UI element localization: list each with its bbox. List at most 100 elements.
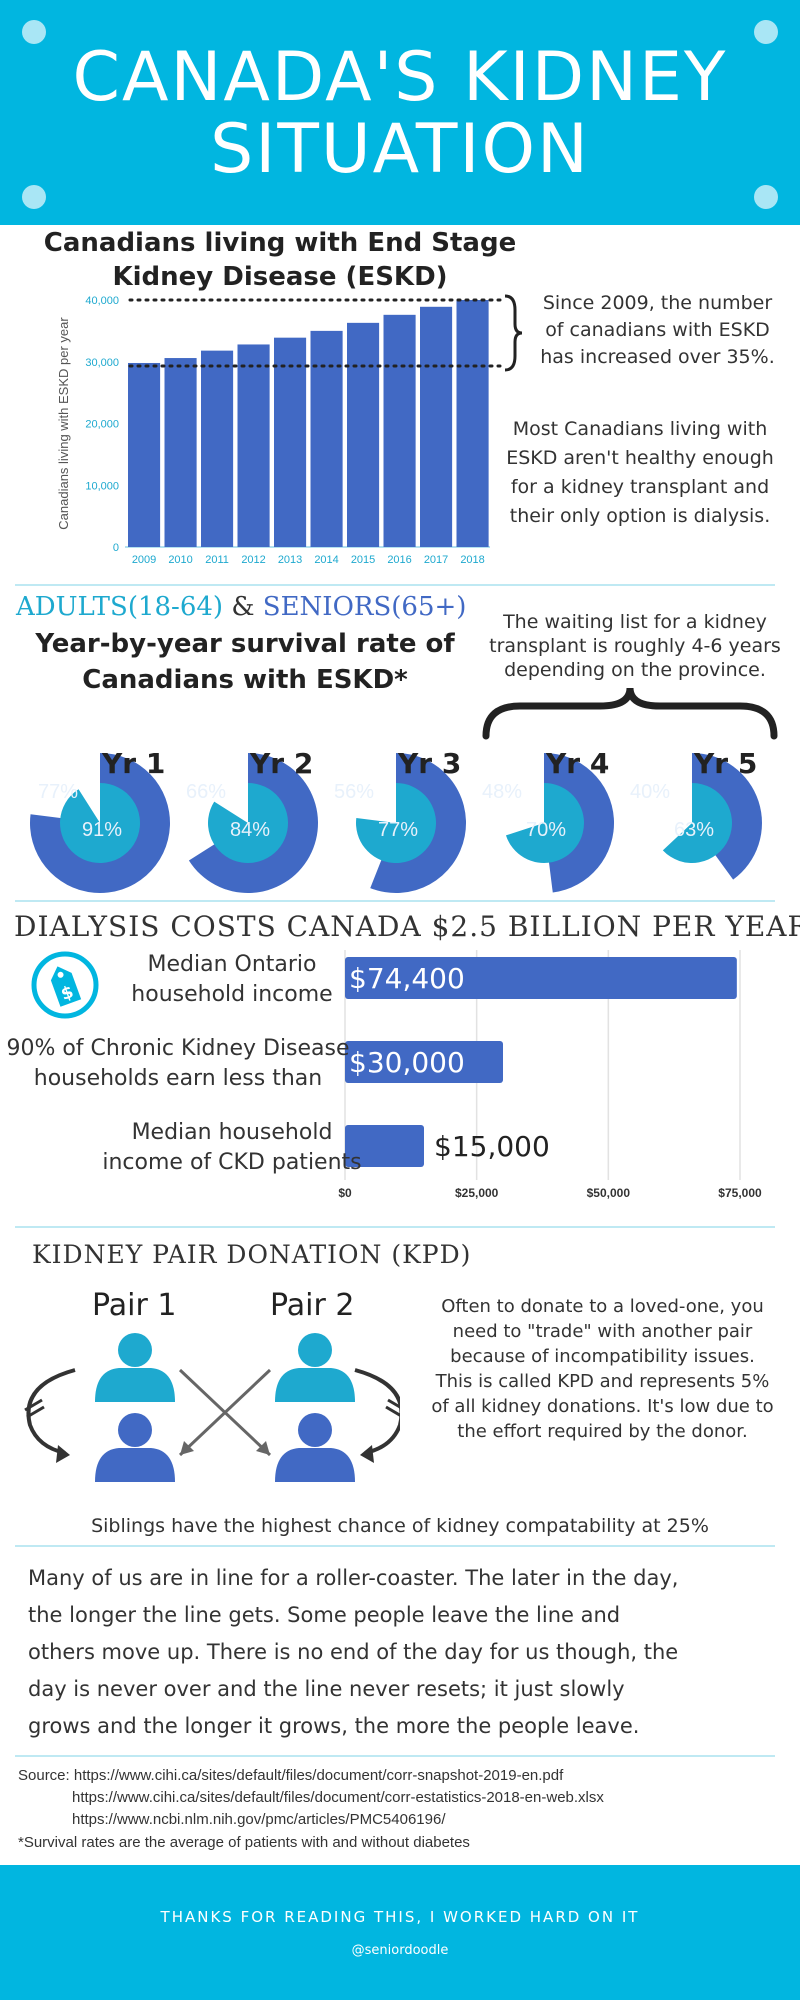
survival-pie-charts: Yr 177%91%Yr 266%84%Yr 356%77%Yr 448%70%…: [0, 735, 800, 895]
person-icon: [275, 1333, 355, 1402]
arrowhead-icon: [56, 1445, 70, 1463]
person-icon: [95, 1413, 175, 1482]
bar-2009: [128, 363, 160, 547]
survival-legend: ADULTS(18-64) & SENIORS(65+): [16, 592, 466, 622]
x-tick-label: 2013: [278, 554, 302, 566]
person-icon: [95, 1333, 175, 1402]
outer-percent-label: 66%: [186, 781, 226, 803]
x-tick-label: $75,000: [718, 1186, 762, 1200]
note-line: for a kidney transplant and: [490, 473, 790, 502]
note-line: Often to donate to a loved-one, you: [410, 1294, 795, 1319]
legend-adults: ADULTS(18-64): [16, 592, 223, 622]
source-line: https://www.ncbi.nlm.nih.gov/pmc/article…: [72, 1811, 446, 1828]
eskd-title-line1: Canadians living with End Stage: [40, 226, 520, 260]
divider: [15, 584, 775, 586]
category-label: households earn less than: [34, 1066, 322, 1091]
outer-percent-label: 40%: [630, 781, 670, 803]
year-label: Yr 1: [101, 747, 165, 780]
thanks-text: THANKS FOR READING THIS, I WORKED HARD O…: [0, 1908, 800, 1926]
category-label: Median household: [132, 1120, 333, 1145]
note-line: because of incompatibility issues.: [410, 1344, 795, 1369]
inner-percent-label: 91%: [82, 819, 122, 841]
x-tick-label: 2016: [387, 554, 411, 566]
year-label: Yr 4: [545, 747, 609, 780]
inner-percent-label: 84%: [230, 819, 270, 841]
legend-amp: &: [231, 592, 254, 622]
survival-title-line1: Year-by-year survival rate of: [30, 626, 460, 662]
source-line: https://www.cihi.ca/sites/default/files/…: [72, 1789, 604, 1806]
siblings-note: Siblings have the highest chance of kidn…: [0, 1515, 800, 1537]
story-line: Many of us are in line for a roller-coas…: [28, 1560, 788, 1597]
survival-chart-title: Year-by-year survival rate of Canadians …: [30, 626, 460, 698]
x-tick-label: 2018: [460, 554, 484, 566]
arrowhead-icon: [360, 1445, 374, 1463]
y-tick-label: 0: [113, 542, 119, 554]
x-tick-label: 2017: [424, 554, 448, 566]
note-line: Most Canadians living with: [490, 415, 790, 444]
waiting-brace: [480, 684, 780, 740]
divider: [15, 900, 775, 902]
x-tick-label: $50,000: [587, 1186, 631, 1200]
value-label: $30,000: [349, 1046, 465, 1079]
x-tick-label: 2011: [205, 554, 229, 566]
year-label: Yr 5: [693, 747, 757, 780]
note-line: of canadians with ESKD: [525, 317, 790, 344]
note-line: Since 2009, the number: [525, 290, 790, 317]
legend-seniors: SENIORS(65+): [263, 592, 467, 622]
note-line: The waiting list for a kidney: [475, 610, 795, 634]
divider: [15, 1755, 775, 1757]
category-label: Median Ontario: [148, 952, 317, 977]
dialysis-cost-heading: DIALYSIS COSTS CANADA $2.5 BILLION PER Y…: [14, 910, 794, 943]
roller-coaster-story: Many of us are in line for a roller-coas…: [28, 1560, 788, 1745]
note-line: the effort required by the donor.: [410, 1419, 795, 1444]
kpd-diagram: [20, 1325, 400, 1495]
divider: [15, 1226, 775, 1228]
curly-brace-icon: [486, 688, 774, 736]
value-label: $15,000: [434, 1130, 550, 1163]
story-line: grows and the longer it grows, the more …: [28, 1708, 788, 1745]
y-tick-label: 20,000: [85, 419, 119, 431]
outer-percent-label: 77%: [38, 781, 78, 803]
survival-footnote: *Survival rates are the average of patie…: [18, 1834, 470, 1851]
note-line: This is called KPD and represents 5%: [410, 1369, 795, 1394]
footer-banner: THANKS FOR READING THIS, I WORKED HARD O…: [0, 1865, 800, 2000]
x-tick-label: 2014: [314, 554, 338, 566]
value-label: $74,400: [349, 962, 465, 995]
outer-percent-label: 56%: [334, 781, 374, 803]
note-line: has increased over 35%.: [525, 344, 790, 371]
y-tick-label: 10,000: [85, 480, 119, 492]
waiting-note: The waiting list for a kidney transplant…: [475, 610, 795, 682]
corner-dot: [22, 185, 46, 209]
inner-percent-label: 77%: [378, 819, 418, 841]
year-label: Yr 3: [397, 747, 461, 780]
divider: [15, 1545, 775, 1547]
survival-title-line2: Canadians with ESKD*: [30, 662, 460, 698]
income-bar-chart: $0 $25,000 $50,000 $75,000 $74,400 Median Ont…: [0, 945, 800, 1215]
note-line: ESKD aren't healthy enough: [490, 444, 790, 473]
story-line: day is never over and the line never res…: [28, 1671, 788, 1708]
kpd-heading: KIDNEY PAIR DONATION (KPD): [32, 1240, 471, 1269]
pair2-label: Pair 2: [270, 1288, 354, 1323]
author-handle: @seniordoodle: [0, 1943, 800, 1958]
page-title: CANADA'S KIDNEY: [0, 40, 800, 116]
story-line: the longer the line gets. Some people le…: [28, 1597, 788, 1634]
kpd-description: Often to donate to a loved-one, you need…: [410, 1294, 795, 1444]
category-label: income of CKD patients: [102, 1150, 361, 1175]
x-tick-label: $25,000: [455, 1186, 499, 1200]
x-tick-label: $0: [338, 1186, 352, 1200]
x-tick-label: 2012: [241, 554, 265, 566]
note-line: need to "trade" with another pair: [410, 1319, 795, 1344]
x-tick-label: 2010: [168, 554, 192, 566]
pair1-label: Pair 1: [92, 1288, 176, 1323]
corner-dot: [754, 185, 778, 209]
dialysis-note: Most Canadians living with ESKD aren't h…: [490, 415, 790, 531]
year-label: Yr 2: [249, 747, 313, 780]
story-line: others move up. There is no end of the d…: [28, 1634, 788, 1671]
x-tick-label: 2009: [132, 554, 156, 566]
inner-percent-label: 63%: [674, 819, 714, 841]
note-line: depending on the province.: [475, 658, 795, 682]
note-line: their only option is dialysis.: [490, 502, 790, 531]
note-line: transplant is roughly 4-6 years: [475, 634, 795, 658]
header-banner: CANADA'S KIDNEY SITUATION: [0, 0, 800, 225]
page-title-line2: SITUATION: [0, 112, 800, 188]
